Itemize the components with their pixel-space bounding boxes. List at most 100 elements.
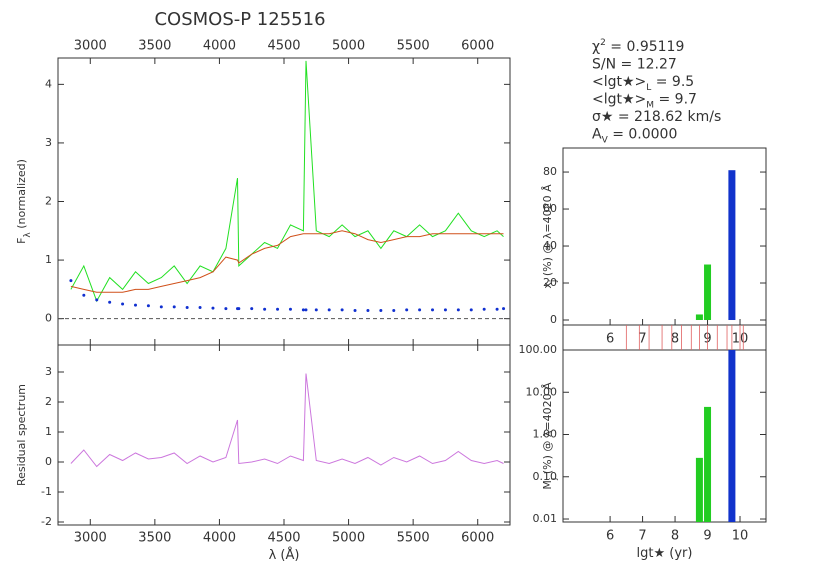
error-point [340,308,344,312]
y-tick-label: 40 [543,239,557,252]
bar [728,350,736,522]
x-tick-label: 3500 [138,39,171,54]
y-tick-label: 60 [543,202,557,215]
error-point [288,307,292,311]
x-tick-label: 4500 [267,531,300,546]
annotation-part: = 0.95119 [606,39,685,55]
y-tick-label: -2 [41,515,52,528]
error-point [443,308,447,312]
error-point [133,303,137,307]
error-point [353,308,357,312]
error-point [250,307,254,311]
y-tick-label: 20 [543,276,557,289]
y-tick-label: 1 [45,253,52,266]
bar [695,457,703,522]
x-tick-label: 5000 [332,39,365,54]
y-axis-label-part: j [549,478,559,482]
error-point [159,305,163,309]
bar [704,264,712,321]
series [69,279,506,312]
error-point [469,308,473,312]
error-point [146,304,150,308]
y-tick-label: 3 [45,365,52,378]
x-tick-label: 6 [606,332,614,347]
y-tick-label: 4 [45,77,52,90]
y-tick-label: 0 [45,312,52,325]
annotation-part: = 9.7 [654,92,697,108]
y-tick-label: 2 [45,395,52,408]
y-axis-label: Mj (%) @ λ=4020 Å [541,382,559,490]
annotation: <lgt★>M = 9.7 [592,92,697,111]
error-point [456,308,460,312]
y-axis-label-part: (%) @ λ=4020 Å [541,184,554,280]
annotation-part: <lgt★> [592,74,646,90]
error-point [95,298,99,302]
x-tick-label: 7 [638,332,646,347]
error-point [379,308,383,312]
error-point [211,306,215,310]
y-tick-label: 1.00 [533,428,558,441]
series [70,230,504,293]
error-point [224,307,228,311]
y-axis-label-part: F [15,238,28,244]
error-point [82,293,86,297]
y-axis-label-part: (%) @ λ=4020 Å [541,382,554,478]
x-tick-label: 8 [671,332,679,347]
error-point [69,279,73,283]
y-axis-label-part: (normalized) [15,159,28,232]
x-tick-label: 5500 [397,39,430,54]
annotation-part: = 9.5 [651,74,694,90]
y-tick-label: 0 [550,313,557,326]
x-tick-label: 6 [606,529,614,544]
bar [704,406,712,522]
series [70,60,504,303]
error-point [185,306,189,310]
x-axis-label-part: lgt★ (yr) [637,546,693,561]
error-point [198,306,202,310]
annotation-part: A [592,127,602,143]
annotation-part: σ★ = 218.62 km/s [592,109,721,125]
error-point [304,308,308,312]
y-tick-label: 0 [45,455,52,468]
y-tick-label: 0.10 [533,470,558,483]
y-tick-label: 0.01 [533,512,558,525]
annotation: <lgt★>L = 9.5 [592,74,694,93]
annotation-part: <lgt★> [592,92,646,108]
x-tick-label: 3500 [138,531,171,546]
x-tick-label: 6000 [461,531,494,546]
x-axis-label-part: λ (Å) [269,547,300,563]
annotation: σ★ = 218.62 km/s [592,109,721,125]
error-point [405,308,409,312]
spectrum-line [70,230,504,293]
spectrum-line [70,373,504,468]
plot-frame [562,147,767,523]
annotation-part: χ [592,39,600,55]
annotation-part: S/N = 12.27 [592,57,677,73]
error-point [366,308,370,312]
annotation-part: = 0.0000 [608,127,678,143]
x-tick-label: 5000 [332,531,365,546]
x-tick-label: 7 [638,529,646,544]
y-axis-label-part: M [541,480,554,490]
y-axis-label-part: Residual spectrum [15,384,28,486]
error-point [301,308,305,312]
bar [728,170,736,321]
x-tick-label: 6000 [461,39,494,54]
bars [695,170,736,321]
annotation-part: L [646,83,651,93]
x-tick-label: 4500 [267,39,300,54]
y-axis-label-part: j [549,280,559,284]
error-point [482,307,486,311]
spectrum-line [70,60,504,303]
x-axis-label: lgt★ (yr) [637,546,693,561]
error-point [276,307,280,311]
y-axis-label: xj (%) @ λ=4020 Å [541,184,559,289]
error-point [327,308,331,312]
y-axis-label-part: x [541,282,554,289]
error-point [121,302,125,306]
annotation: AV = 0.0000 [592,127,677,146]
bars [695,350,736,522]
error-point [392,308,396,312]
x-tick-label: 3000 [74,531,107,546]
